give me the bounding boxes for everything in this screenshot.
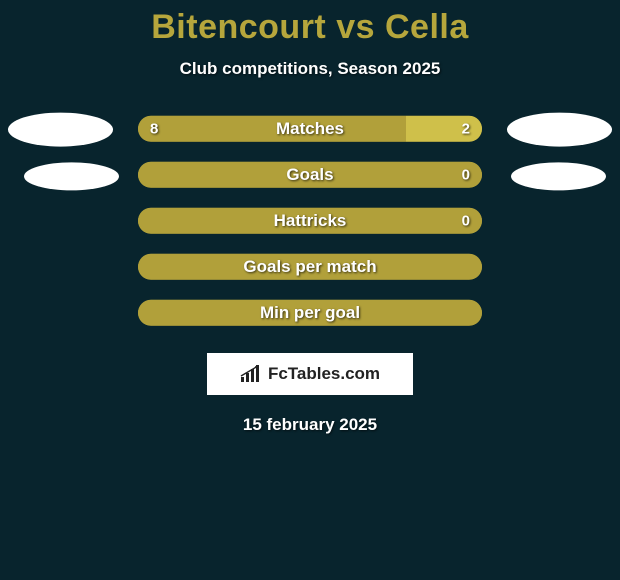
bar-value-right: 0: [462, 212, 470, 229]
logo-box: FcTables.com: [207, 353, 413, 395]
bar-label: Matches: [138, 119, 482, 139]
bar-track: Min per goal: [138, 300, 482, 326]
bars-area: Matches82Goals0Hattricks0Goals per match…: [0, 111, 620, 341]
bar-value-left: 8: [150, 120, 158, 137]
logo-text: FcTables.com: [268, 364, 380, 384]
comparison-card: Bitencourt vs Cella Club competitions, S…: [0, 0, 620, 580]
page-title: Bitencourt vs Cella: [0, 0, 620, 47]
avatar-left: [8, 113, 113, 147]
stat-row: Min per goal: [0, 295, 620, 341]
bar-value-right: 0: [462, 166, 470, 183]
title-vs: vs: [336, 8, 375, 46]
bar-label: Goals per match: [138, 257, 482, 277]
title-player-left: Bitencourt: [151, 8, 326, 46]
bar-track: Goals per match: [138, 254, 482, 280]
bar-track: Matches8 2: [138, 116, 482, 142]
stat-row: Hattricks0: [0, 203, 620, 249]
avatar-right: [507, 113, 612, 147]
footer-date: 15 february 2025: [0, 415, 620, 435]
subtitle: Club competitions, Season 2025: [0, 59, 620, 79]
avatar-right: [511, 162, 606, 190]
avatar-left: [24, 162, 119, 190]
bar-label: Min per goal: [138, 303, 482, 323]
stat-row: Goals per match: [0, 249, 620, 295]
bar-value-right: 2: [462, 120, 470, 137]
bar-track: Hattricks0: [138, 208, 482, 234]
stat-row: Matches8 2: [0, 111, 620, 157]
title-player-right: Cella: [385, 8, 469, 46]
bar-label: Goals: [138, 165, 482, 185]
stat-row: Goals0: [0, 157, 620, 203]
bars-icon: [240, 365, 262, 383]
bar-track: Goals0: [138, 162, 482, 188]
bar-label: Hattricks: [138, 211, 482, 231]
